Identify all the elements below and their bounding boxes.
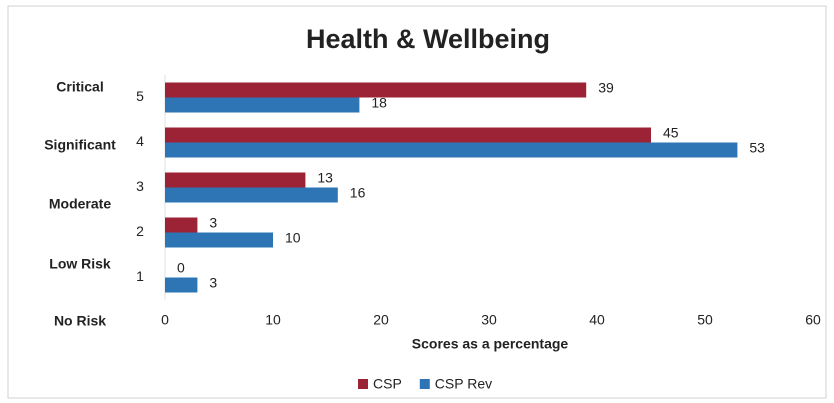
x-axis-title: Scores as a percentage — [412, 336, 569, 352]
bar — [165, 187, 338, 203]
bar — [165, 82, 587, 98]
legend-swatch — [358, 379, 368, 389]
data-label: 53 — [749, 140, 765, 156]
bar — [165, 142, 738, 158]
risk-label: Significant — [44, 137, 116, 153]
risk-label: Critical — [56, 79, 103, 95]
bar — [165, 232, 273, 248]
y-tick-label: 1 — [136, 268, 144, 284]
bar — [165, 97, 360, 113]
data-label: 3 — [209, 275, 217, 291]
y-tick-label: 5 — [136, 88, 144, 104]
legend-swatch — [419, 379, 430, 389]
x-tick-label: 10 — [265, 312, 281, 328]
data-label: 45 — [663, 125, 679, 141]
legend-label: CSP — [373, 376, 402, 392]
x-tick-label: 60 — [805, 312, 821, 328]
y-tick-label: 2 — [136, 223, 144, 239]
legend-label: CSP Rev — [435, 376, 492, 392]
data-label: 18 — [371, 95, 387, 111]
data-label: 0 — [177, 260, 185, 276]
y-tick-label: 3 — [136, 178, 144, 194]
data-label: 13 — [317, 170, 333, 186]
risk-label: Low Risk — [49, 256, 111, 272]
data-label: 16 — [350, 185, 366, 201]
risk-label: No Risk — [54, 313, 106, 329]
risk-label: Moderate — [49, 196, 111, 212]
y-tick-label: 4 — [136, 133, 144, 149]
data-label: 3 — [209, 215, 217, 231]
bar — [165, 277, 198, 293]
x-tick-label: 0 — [161, 312, 169, 328]
chart-border — [7, 5, 827, 399]
x-tick-label: 20 — [373, 312, 389, 328]
bar — [165, 127, 651, 143]
bar — [165, 217, 198, 233]
x-tick-label: 50 — [697, 312, 713, 328]
data-label: 39 — [598, 80, 614, 96]
x-tick-label: 40 — [589, 312, 605, 328]
x-tick-label: 30 — [481, 312, 497, 328]
data-label: 10 — [285, 230, 301, 246]
chart-title: Health & Wellbeing — [306, 24, 550, 54]
bar — [165, 172, 306, 188]
